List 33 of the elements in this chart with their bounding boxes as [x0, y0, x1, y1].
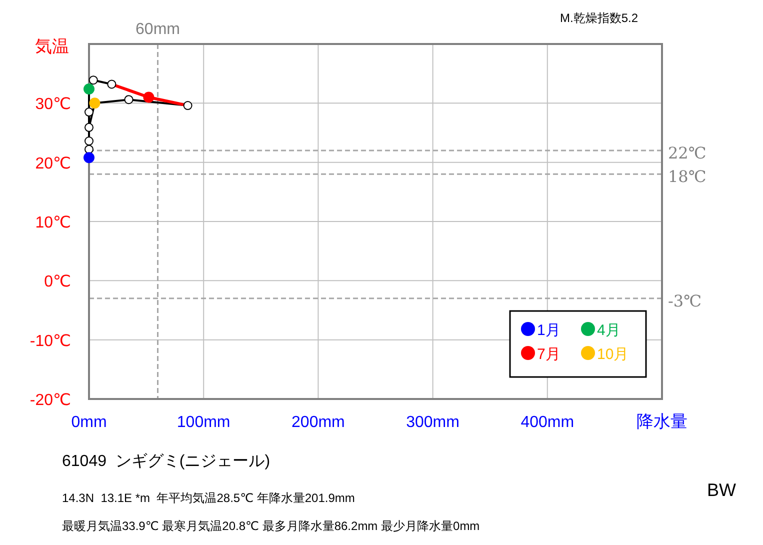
x-tick-label: 400mm [520, 414, 574, 431]
point [84, 108, 94, 117]
point [183, 101, 192, 110]
y-tick-label: 30℃ [35, 96, 71, 114]
x-tick-label: 100mm [176, 414, 230, 431]
y-tick-label: -20℃ [30, 392, 71, 409]
x-tick-label: 0mm [71, 414, 107, 431]
text: 61049 ンギグミ(ニジェール) [62, 452, 270, 470]
point [84, 122, 94, 132]
y-tick-label: 20℃ [35, 155, 71, 172]
ref-line-label: -3℃ [668, 291, 702, 310]
text: BW [707, 480, 736, 500]
x-tick-label: 300mm [406, 414, 460, 431]
x-axis-title: 降水量 [636, 412, 688, 431]
point [88, 76, 98, 85]
legend-label: 10月 [597, 346, 629, 363]
text: M.乾燥指数5.2 [560, 11, 638, 25]
legend-label: 4月 [597, 322, 620, 339]
point [124, 95, 134, 104]
y-axis-title: 気温 [35, 37, 69, 56]
ref-line-label: 60mm [136, 21, 180, 38]
text: 14.3N 13.1E *m 年平均気温28.5℃ 年降水量201.9mm [62, 491, 355, 505]
ref-line-label: 22℃ [668, 144, 706, 162]
text: 最暖月気温33.9℃ 最寒月気温20.8℃ 最多月降水量86.2mm 最少月降水量0mm [62, 519, 480, 533]
y-tick-label: -10℃ [30, 332, 71, 350]
point [107, 80, 116, 89]
legend-label: 1月 [537, 322, 560, 339]
point [84, 136, 94, 146]
ref-line-label: 18℃ [668, 167, 706, 186]
y-tick-label: 10℃ [35, 214, 71, 232]
y-tick-label: 0℃ [44, 274, 71, 291]
x-tick-label: 200mm [292, 414, 345, 431]
legend-label: 7月 [537, 346, 560, 363]
